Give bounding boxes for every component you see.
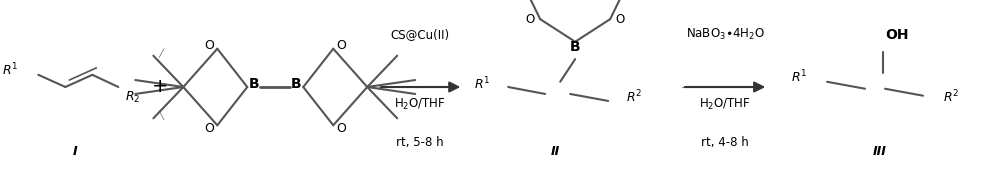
Text: NaBO$_3$$\bullet$4H$_2$O: NaBO$_3$$\bullet$4H$_2$O: [686, 27, 765, 42]
Text: O: O: [204, 39, 214, 52]
Text: H$_2$O/THF: H$_2$O/THF: [394, 97, 446, 112]
Text: O: O: [616, 13, 625, 26]
Text: II: II: [551, 145, 560, 158]
Text: $R^2$: $R^2$: [943, 89, 959, 106]
Text: B: B: [249, 77, 260, 90]
Text: B: B: [570, 40, 580, 54]
Text: O: O: [204, 122, 214, 135]
Text: CS@Cu(II): CS@Cu(II): [391, 28, 450, 41]
Text: rt, 5-8 h: rt, 5-8 h: [396, 136, 444, 149]
Text: ╱: ╱: [158, 48, 163, 58]
Text: $R^1$: $R^1$: [791, 68, 807, 85]
Text: O: O: [526, 13, 535, 26]
Text: $R^1$: $R^1$: [474, 75, 490, 92]
Text: OH: OH: [885, 28, 909, 42]
Text: rt, 4-8 h: rt, 4-8 h: [701, 136, 749, 149]
Text: $R^2$: $R^2$: [626, 89, 642, 106]
Text: +: +: [152, 77, 169, 97]
Text: H$_2$O/THF: H$_2$O/THF: [699, 97, 751, 112]
Text: B: B: [291, 77, 302, 90]
Text: I: I: [73, 145, 78, 158]
Text: $R^1$: $R^1$: [2, 61, 19, 78]
Text: O: O: [336, 122, 346, 135]
Text: ╲: ╲: [158, 111, 163, 120]
Text: $R_2$: $R_2$: [125, 90, 140, 105]
Text: III: III: [873, 145, 887, 158]
Text: O: O: [336, 39, 346, 52]
